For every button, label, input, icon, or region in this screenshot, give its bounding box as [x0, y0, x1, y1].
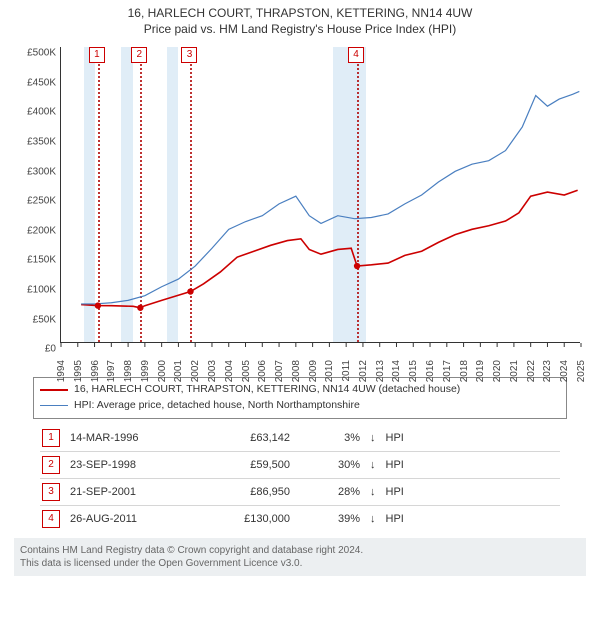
x-tick-label: 1996	[90, 360, 101, 382]
x-tick-label: 2009	[308, 360, 319, 382]
row-price: £86,950	[200, 486, 290, 498]
row-num: 4	[42, 510, 60, 528]
x-tick-label: 2021	[509, 360, 520, 382]
x-tick-label: 2001	[173, 360, 184, 382]
series-hpi	[81, 92, 579, 305]
x-tick-label: 2004	[224, 360, 235, 382]
y-tick-label: £400K	[20, 107, 56, 118]
chart-titles: 16, HARLECH COURT, THRAPSTON, KETTERING,…	[10, 6, 590, 37]
row-date: 14-MAR-1996	[70, 432, 190, 444]
row-price: £63,142	[200, 432, 290, 444]
x-tick-label: 2000	[157, 360, 168, 382]
x-tick-label: 1998	[123, 360, 134, 382]
down-arrow-icon: ↓	[370, 432, 376, 444]
y-tick-label: £300K	[20, 166, 56, 177]
y-tick-label: £0	[20, 344, 56, 355]
row-num: 3	[42, 483, 60, 501]
down-arrow-icon: ↓	[370, 459, 376, 471]
plot-area	[60, 47, 580, 343]
y-tick-label: £100K	[20, 285, 56, 296]
x-tick-label: 2006	[257, 360, 268, 382]
legend-row: HPI: Average price, detached house, Nort…	[40, 398, 560, 414]
y-tick-label: £450K	[20, 77, 56, 88]
row-price: £59,500	[200, 459, 290, 471]
price-chart: £0 £50K £100K £150K £200K £250K £300K £350K £400…	[20, 41, 580, 371]
x-tick-label: 2019	[475, 360, 486, 382]
x-tick-label: 2008	[291, 360, 302, 382]
legend-swatch	[40, 389, 68, 391]
down-arrow-icon: ↓	[370, 513, 376, 525]
legend-label: 16, HARLECH COURT, THRAPSTON, KETTERING,…	[74, 382, 460, 398]
sale-dot	[354, 263, 360, 269]
row-date: 21-SEP-2001	[70, 486, 190, 498]
x-tick-label: 2013	[375, 360, 386, 382]
row-date: 26-AUG-2011	[70, 513, 190, 525]
x-tick-label: 2005	[241, 360, 252, 382]
row-hpi-label: HPI	[386, 513, 436, 525]
row-price: £130,000	[200, 513, 290, 525]
footer-licence: Contains HM Land Registry data © Crown c…	[14, 538, 586, 576]
x-tick-label: 2002	[190, 360, 201, 382]
y-tick-label: £150K	[20, 255, 56, 266]
footer-line2: This data is licensed under the Open Gov…	[20, 557, 580, 570]
row-hpi-label: HPI	[386, 459, 436, 471]
sales-table: 1 14-MAR-1996 £63,142 3% ↓ HPI 2 23-SEP-1998 £59…	[40, 425, 560, 532]
x-tick-label: 2023	[542, 360, 553, 382]
table-row: 3 21-SEP-2001 £86,950 28% ↓ HPI	[40, 479, 560, 506]
sale-numbox: 4	[348, 47, 364, 63]
row-num: 2	[42, 456, 60, 474]
x-tick-label: 1999	[140, 360, 151, 382]
row-pct: 39%	[300, 513, 360, 525]
y-tick-label: £350K	[20, 137, 56, 148]
x-tick-label: 2014	[391, 360, 402, 382]
legend-row: 16, HARLECH COURT, THRAPSTON, KETTERING,…	[40, 382, 560, 398]
x-tick-label: 2016	[425, 360, 436, 382]
row-pct: 3%	[300, 432, 360, 444]
title-address: 16, HARLECH COURT, THRAPSTON, KETTERING,…	[10, 6, 590, 22]
x-tick-label: 2024	[559, 360, 570, 382]
legend-swatch	[40, 405, 68, 406]
row-hpi-label: HPI	[386, 432, 436, 444]
legend-box: 16, HARLECH COURT, THRAPSTON, KETTERING,…	[33, 377, 567, 419]
row-hpi-label: HPI	[386, 486, 436, 498]
x-tick-label: 1997	[106, 360, 117, 382]
x-tick-label: 1995	[73, 360, 84, 382]
sale-dot	[187, 289, 193, 295]
sale-dot	[95, 303, 101, 309]
sale-numbox: 2	[131, 47, 147, 63]
x-tick-label: 2017	[442, 360, 453, 382]
x-tick-label: 2011	[341, 360, 352, 382]
x-tick-label: 2020	[492, 360, 503, 382]
row-pct: 30%	[300, 459, 360, 471]
table-row: 4 26-AUG-2011 £130,000 39% ↓ HPI	[40, 506, 560, 532]
x-tick-label: 2012	[358, 360, 369, 382]
row-num: 1	[42, 429, 60, 447]
row-date: 23-SEP-1998	[70, 459, 190, 471]
y-tick-label: £500K	[20, 48, 56, 59]
row-pct: 28%	[300, 486, 360, 498]
x-tick-label: 2003	[207, 360, 218, 382]
table-row: 2 23-SEP-1998 £59,500 30% ↓ HPI	[40, 452, 560, 479]
x-tick-label: 1994	[56, 360, 67, 382]
x-tick-label: 2022	[526, 360, 537, 382]
y-tick-label: £250K	[20, 196, 56, 207]
sale-numbox: 3	[181, 47, 197, 63]
table-row: 1 14-MAR-1996 £63,142 3% ↓ HPI	[40, 425, 560, 452]
x-tick-label: 2010	[324, 360, 335, 382]
y-tick-label: £50K	[20, 314, 56, 325]
chart-svg	[61, 47, 580, 342]
x-tick-label: 2007	[274, 360, 285, 382]
y-tick-label: £200K	[20, 225, 56, 236]
x-tick-label: 2015	[408, 360, 419, 382]
down-arrow-icon: ↓	[370, 486, 376, 498]
x-tick-label: 2018	[459, 360, 470, 382]
x-tick-label: 2025	[576, 360, 587, 382]
sale-dot	[137, 305, 143, 311]
sale-numbox: 1	[89, 47, 105, 63]
title-sub: Price paid vs. HM Land Registry's House …	[10, 22, 590, 38]
legend-label: HPI: Average price, detached house, Nort…	[74, 398, 360, 414]
footer-line1: Contains HM Land Registry data © Crown c…	[20, 544, 580, 557]
